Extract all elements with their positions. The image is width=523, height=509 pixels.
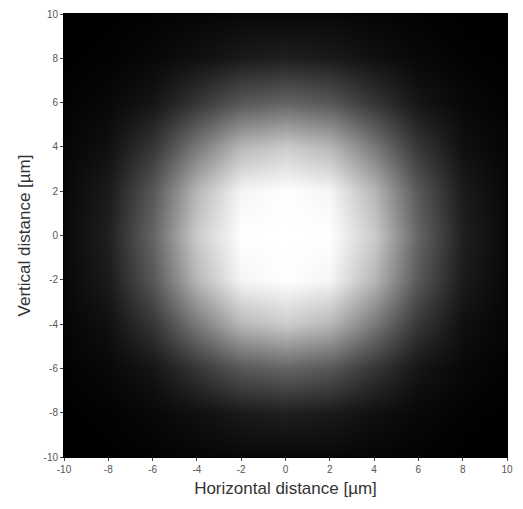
svg-text:-6: -6 (148, 464, 157, 475)
svg-text:-2: -2 (49, 274, 58, 285)
svg-text:-8: -8 (49, 407, 58, 418)
svg-text:2: 2 (327, 464, 333, 475)
svg-text:10: 10 (501, 464, 513, 475)
svg-text:2: 2 (52, 186, 58, 197)
svg-text:-6: -6 (49, 363, 58, 374)
svg-text:8: 8 (52, 53, 58, 64)
svg-text:6: 6 (416, 464, 422, 475)
svg-text:-10: -10 (44, 452, 59, 463)
svg-text:8: 8 (460, 464, 466, 475)
svg-text:-4: -4 (192, 464, 201, 475)
svg-text:Horizontal distance [µm]: Horizontal distance [µm] (194, 479, 377, 498)
svg-text:-10: -10 (57, 464, 72, 475)
svg-text:-2: -2 (237, 464, 246, 475)
svg-text:0: 0 (52, 230, 58, 241)
svg-text:-4: -4 (49, 319, 58, 330)
svg-text:6: 6 (52, 97, 58, 108)
svg-text:10: 10 (47, 9, 59, 20)
svg-text:Vertical distance [µm]: Vertical distance [µm] (15, 155, 34, 317)
svg-text:4: 4 (52, 141, 58, 152)
svg-text:0: 0 (283, 464, 289, 475)
svg-text:4: 4 (371, 464, 377, 475)
svg-text:-8: -8 (104, 464, 113, 475)
